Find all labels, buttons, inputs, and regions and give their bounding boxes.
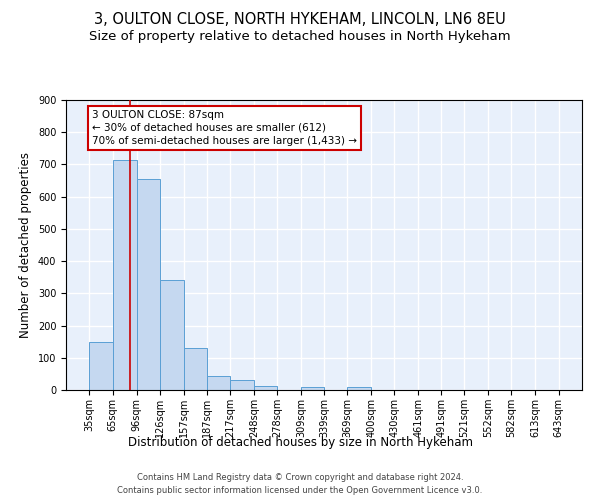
Text: Size of property relative to detached houses in North Hykeham: Size of property relative to detached ho… [89, 30, 511, 43]
Y-axis label: Number of detached properties: Number of detached properties [19, 152, 32, 338]
Bar [89, 342, 113, 390]
Bar [347, 387, 371, 390]
Bar [207, 376, 230, 390]
Text: 3 OULTON CLOSE: 87sqm
← 30% of detached houses are smaller (612)
70% of semi-det: 3 OULTON CLOSE: 87sqm ← 30% of detached … [92, 110, 357, 146]
Bar [254, 386, 277, 390]
Bar [301, 387, 324, 390]
Text: 3, OULTON CLOSE, NORTH HYKEHAM, LINCOLN, LN6 8EU: 3, OULTON CLOSE, NORTH HYKEHAM, LINCOLN,… [94, 12, 506, 28]
Bar [160, 280, 184, 390]
Text: Contains HM Land Registry data © Crown copyright and database right 2024.
Contai: Contains HM Land Registry data © Crown c… [118, 474, 482, 495]
Bar [113, 160, 137, 390]
Text: Distribution of detached houses by size in North Hykeham: Distribution of detached houses by size … [128, 436, 473, 449]
Bar [184, 348, 207, 390]
Bar [230, 380, 254, 390]
Bar [137, 179, 160, 390]
